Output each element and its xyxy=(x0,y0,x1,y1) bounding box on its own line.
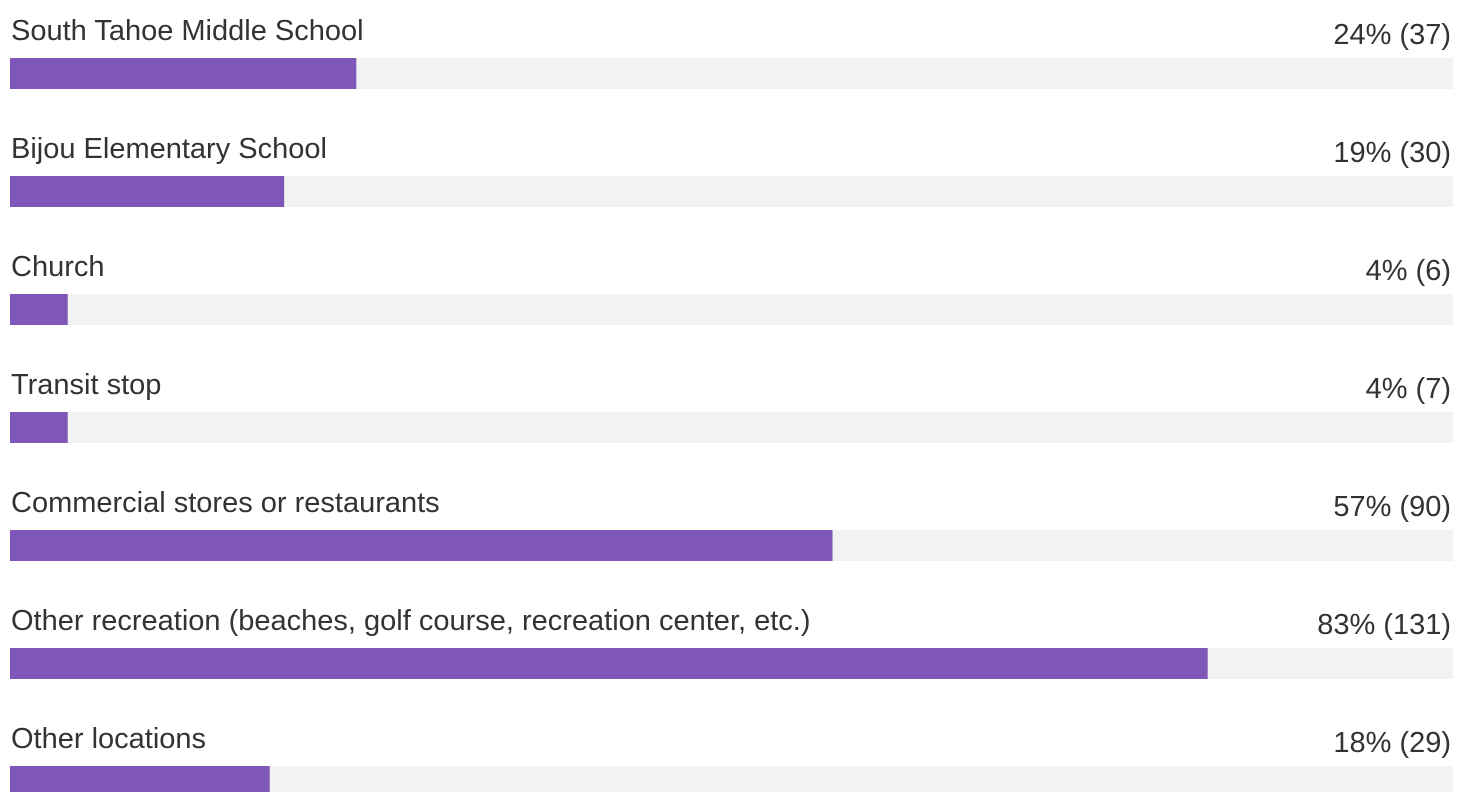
value-label: 57% (90) xyxy=(1333,491,1451,523)
bar xyxy=(10,294,68,325)
row-label: Commercial stores or restaurants xyxy=(11,487,440,519)
value-label: 24% (37) xyxy=(1333,19,1451,51)
row-label: Bijou Elementary School xyxy=(11,133,327,165)
value-label: 4% (6) xyxy=(1366,255,1451,287)
row-label: South Tahoe Middle School xyxy=(11,15,364,47)
row-label: Transit stop xyxy=(11,369,161,401)
bar xyxy=(10,648,1208,679)
value-label: 19% (30) xyxy=(1333,137,1451,169)
bar xyxy=(10,766,270,792)
bar xyxy=(10,176,285,207)
bar xyxy=(10,412,68,443)
bar xyxy=(10,530,833,561)
value-label: 83% (131) xyxy=(1317,609,1451,641)
bar xyxy=(10,58,357,89)
row-label: Church xyxy=(11,251,105,283)
row-label: Other recreation (beaches, golf course, … xyxy=(11,605,811,637)
row-label: Other locations xyxy=(11,723,206,755)
bar-track xyxy=(10,412,1453,443)
value-label: 18% (29) xyxy=(1333,727,1451,759)
value-label: 4% (7) xyxy=(1366,373,1451,405)
bar-track xyxy=(10,294,1453,325)
